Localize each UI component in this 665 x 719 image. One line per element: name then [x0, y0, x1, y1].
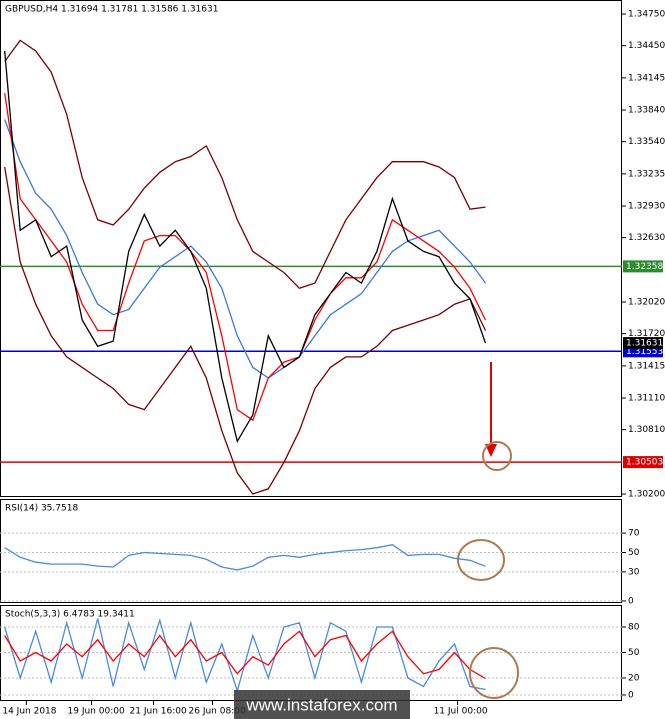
annotations: www.instaforex.com: [234, 362, 519, 719]
series-line: [4, 50, 487, 444]
level-label: 1.32358: [626, 262, 663, 272]
level-label: 1.30503: [626, 458, 663, 468]
y-tick-label: 80: [628, 623, 640, 633]
series-line: [4, 119, 487, 379]
watermark-box: [234, 690, 410, 719]
price-label-box: [623, 337, 663, 350]
y-tick-label: 0: [628, 596, 634, 606]
panel: [0, 0, 622, 497]
x-tick-label: 19 Jun 00:00: [68, 707, 125, 717]
x-tick-label: 26 Jun 08:00: [189, 707, 246, 717]
y-tick-label: 0: [628, 690, 634, 700]
y-tick-label: 50: [628, 648, 640, 658]
panel-title: RSI(14) 35.7518: [5, 504, 78, 514]
series-line: [4, 630, 486, 680]
y-tick-label: 70: [628, 529, 640, 539]
series-line: [4, 544, 486, 571]
y-tick-label: 20: [628, 673, 640, 683]
y-tick-label: 1.34145: [628, 73, 665, 83]
panel: [0, 499, 622, 603]
y-tick-label: 1.32630: [628, 233, 665, 243]
price-label: 1.31631: [626, 339, 663, 349]
series-line: [4, 93, 487, 422]
panel-title: GBPUSD,H4 1.31694 1.31781 1.31586 1.3163…: [5, 5, 218, 15]
level-label-box: [623, 260, 663, 273]
level-label: 1.31553: [626, 347, 663, 357]
series-line: [4, 39, 486, 290]
y-tick-label: 1.30810: [628, 425, 665, 435]
y-tick-label: 1.32020: [628, 298, 665, 308]
stoch-circle: [469, 647, 519, 699]
y-tick-label: 1.34450: [628, 41, 665, 51]
panel-title: Stoch(5,3,3) 6.4783 19.3411: [5, 610, 135, 620]
panel: [0, 605, 622, 701]
y-tick-label: 50: [628, 548, 640, 558]
y-tick-label: 1.31720: [628, 329, 665, 339]
x-tick-label: 21 Jun 16:00: [130, 707, 187, 717]
arrow-head: [485, 444, 497, 457]
y-tick-label: 1.31110: [628, 394, 665, 404]
y-tick-label: 1.33235: [628, 169, 665, 179]
y-tick-label: 1.32930: [628, 202, 665, 212]
y-tick-label: 1.30200: [628, 490, 665, 500]
series-line: [4, 617, 486, 693]
x-tick-label: 14 Jun 2018: [2, 707, 56, 717]
series-line: [4, 166, 487, 495]
y-tick-label: 30: [628, 567, 640, 577]
y-tick-label: 1.33540: [628, 137, 665, 147]
x-tick-label: 11 Jul 00:00: [434, 707, 488, 717]
target-circle: [482, 441, 512, 471]
y-tick-label: 1.31415: [628, 361, 665, 371]
y-tick-label: 1.33840: [628, 106, 665, 116]
level-label-box: [623, 456, 663, 469]
watermark: www.instaforex.com: [245, 695, 397, 714]
y-tick-label: 1.34750: [628, 10, 665, 20]
rsi-circle: [457, 539, 505, 581]
